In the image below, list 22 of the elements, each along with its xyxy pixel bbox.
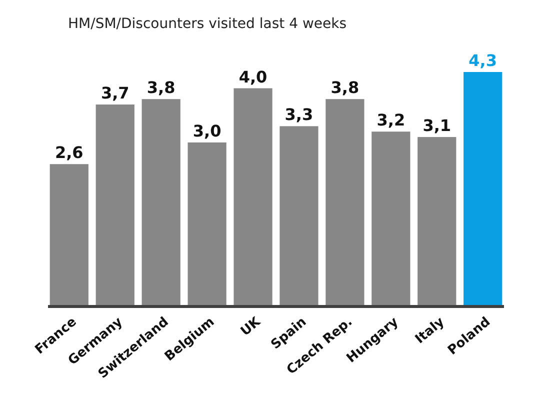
data-label: 4,0 [238,67,268,86]
data-label: 3,3 [284,105,314,124]
bar [418,137,456,305]
data-label: 3,2 [376,110,406,130]
data-label: 4,3 [468,51,498,70]
data-label: 3,8 [330,78,360,98]
bar [50,164,88,305]
x-tick-label: UK [238,314,264,340]
bar [464,72,502,305]
data-label: 2,6 [54,143,84,162]
chart-title: HM/SM/Discounters visited last 4 weeks [68,16,347,32]
data-label: 3,8 [146,78,176,98]
data-label: 3,1 [422,116,452,136]
bar [280,126,318,305]
bar [96,104,134,305]
bar [326,99,364,305]
bar [372,132,410,305]
data-label: 3,7 [100,84,130,103]
data-label: 3,0 [192,121,222,140]
bar [142,99,180,305]
bar [188,142,226,305]
bar [234,88,272,305]
